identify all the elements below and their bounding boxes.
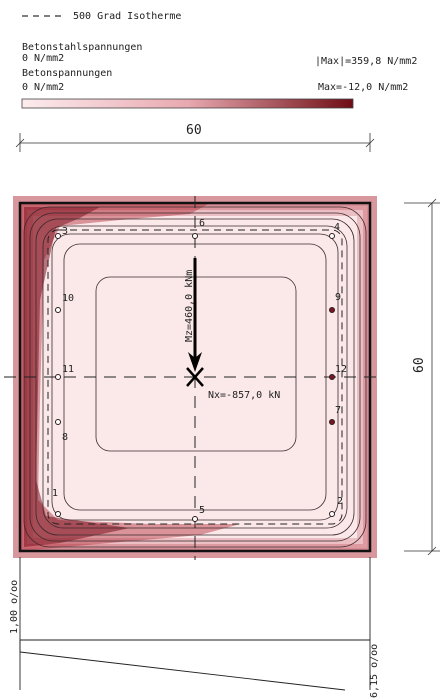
rebar-5 bbox=[192, 516, 198, 522]
steel-stress-title: Betonstahlspannungen bbox=[22, 42, 143, 53]
rebar-label-1: 1 bbox=[52, 488, 59, 499]
width-dimension-label: 60 bbox=[186, 123, 202, 138]
strain-diagram bbox=[19, 557, 371, 691]
stress-color-scale bbox=[21, 98, 354, 109]
rebar-label-2: 2 bbox=[337, 496, 344, 507]
rebar-label-8: 8 bbox=[62, 432, 69, 443]
rebar-2 bbox=[329, 511, 335, 517]
steel-stress-max: |Max|=359,8 N/mm2 bbox=[315, 56, 418, 67]
steel-stress-min: 0 N/mm2 bbox=[22, 53, 65, 64]
height-dimension bbox=[404, 198, 440, 556]
rebar-markers bbox=[55, 233, 335, 522]
rebar-4 bbox=[329, 233, 335, 239]
rebar-label-3: 3 bbox=[62, 226, 69, 237]
rebar-label-5: 5 bbox=[199, 505, 206, 516]
moment-arrow bbox=[186, 258, 204, 387]
rebar-1 bbox=[55, 511, 61, 517]
isotherm-legend-label: 500 Grad Isotherme bbox=[73, 11, 182, 22]
moment-label: Mz=460,0 kNm bbox=[184, 269, 195, 342]
strain-bottom-label: 6,15 o/oo bbox=[369, 643, 380, 698]
normal-force-label: Nx=-857,0 kN bbox=[208, 390, 281, 401]
concrete-stress-min: 0 N/mm2 bbox=[22, 82, 65, 93]
rebar-label-6: 6 bbox=[199, 218, 206, 229]
rebar-12 bbox=[329, 374, 335, 380]
rebar-label-4: 4 bbox=[334, 222, 341, 233]
rebar-label-11: 11 bbox=[62, 364, 75, 375]
rebar-label-7: 7 bbox=[335, 405, 342, 416]
rebar-7 bbox=[329, 419, 335, 425]
concrete-stress-title: Betonspannungen bbox=[22, 68, 113, 79]
rebar-6 bbox=[192, 233, 198, 239]
rebar-label-10: 10 bbox=[62, 293, 75, 304]
rebar-3 bbox=[55, 233, 61, 239]
rebar-11 bbox=[55, 374, 61, 380]
rebar-9 bbox=[329, 307, 335, 313]
height-dimension-label: 60 bbox=[412, 357, 427, 373]
strain-top-label: 1,00 o/oo bbox=[9, 579, 20, 634]
rebar-label-9: 9 bbox=[335, 292, 342, 303]
width-dimension bbox=[15, 133, 375, 152]
rebar-10 bbox=[55, 307, 61, 313]
rebar-8 bbox=[55, 419, 61, 425]
rebar-label-12: 12 bbox=[335, 364, 348, 375]
concrete-stress-max: Max=-12,0 N/mm2 bbox=[318, 82, 409, 93]
